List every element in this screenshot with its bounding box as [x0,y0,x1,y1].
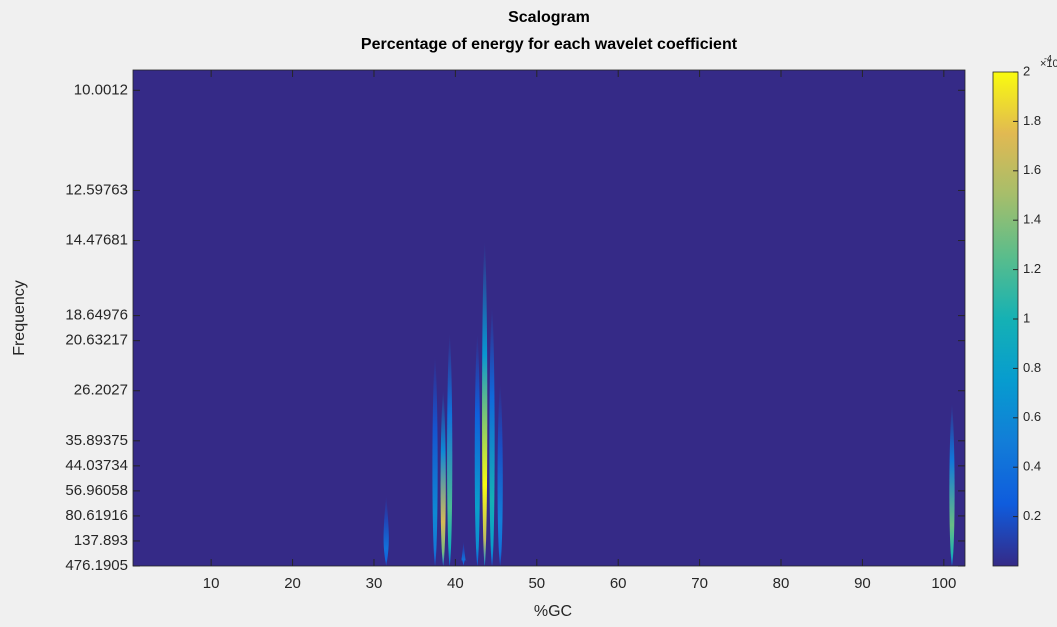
colorbar-tick-label: 1.4 [1023,212,1041,227]
y-tick-label: 56.96058 [65,482,128,499]
y-tick-label: 26.2027 [74,382,128,399]
x-tick-label: 30 [366,575,383,592]
x-tick-label: 100 [931,575,956,592]
x-tick-label: 50 [528,575,545,592]
colorbar-tick-label: 0.4 [1023,459,1041,474]
colorbar-exponent: -4 [1044,53,1052,63]
x-axis-label: %GC [534,603,572,620]
y-tick-label: 44.03734 [65,457,128,474]
colorbar-tick-label: 0.6 [1023,409,1041,424]
colorbar-tick-label: 1 [1023,310,1030,325]
x-tick-label: 90 [854,575,871,592]
x-tick-label: 60 [610,575,627,592]
colorbar-tick-label: 1.2 [1023,261,1041,276]
streak [489,306,495,566]
colorbar-tick-label: 0.8 [1023,360,1041,375]
streak [949,402,955,566]
chart-title: Scalogram [508,9,590,26]
y-tick-label: 476.1905 [65,557,128,574]
chart-subtitle: Percentage of energy for each wavelet co… [361,36,738,53]
streaks [383,241,955,566]
y-axis-label: Frequency [11,280,28,356]
streak [432,355,438,566]
x-tick-label: 20 [284,575,301,592]
streak [447,333,453,566]
colorbar-tick-label: 1.8 [1023,113,1041,128]
y-tick-label: 20.63217 [65,332,128,349]
y-tick-label: 35.89375 [65,432,128,449]
y-tick-label: 12.59763 [65,181,128,198]
y-tick-label: 18.64976 [65,307,128,324]
y-tick-label: 14.47681 [65,231,128,248]
x-tick-label: 80 [773,575,790,592]
streak [482,241,488,566]
colorbar-multiplier: ×10 [1040,58,1057,70]
streak [440,389,446,566]
axes-box [132,69,966,567]
streak [460,540,467,566]
streak [474,333,480,566]
y-tick-label: 137.893 [74,532,128,549]
colorbar-tick-label: 2 [1023,63,1030,78]
plot-area [133,70,965,566]
colorbar-tick-label: 0.2 [1023,508,1041,523]
streak [497,381,503,566]
colorbar-tick-label: 1.6 [1023,162,1041,177]
x-tick-label: 40 [447,575,464,592]
streak [383,495,389,566]
y-tick-label: 10.0012 [74,81,128,98]
x-tick-label: 10 [203,575,220,592]
x-tick-label: 70 [691,575,708,592]
y-tick-label: 80.61916 [65,507,128,524]
